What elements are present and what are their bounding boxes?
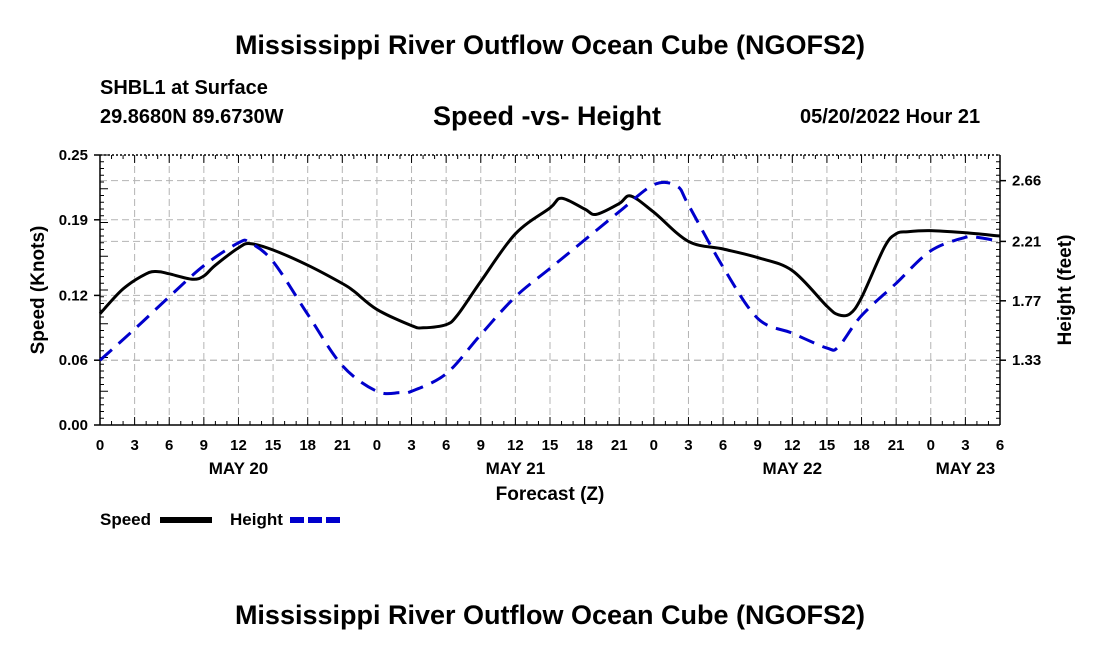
x-axis-title: Forecast (Z)	[496, 484, 605, 505]
legend-speed-label: Speed	[100, 510, 151, 529]
x-day-label: MAY 20	[209, 459, 269, 478]
x-tick-label: 3	[130, 437, 138, 454]
x-tick-label: 6	[165, 437, 173, 454]
x-tick-label: 12	[784, 437, 801, 454]
y2-tick-label: 2.21	[1012, 233, 1041, 250]
x-day-label: MAY 21	[486, 459, 546, 478]
x-day-label: MAY 22	[763, 459, 823, 478]
x-tick-label: 9	[477, 437, 485, 454]
speed-series-line	[98, 194, 1001, 330]
y2-axis-title: Height (feet)	[1055, 235, 1076, 346]
x-tick-label: 3	[961, 437, 969, 454]
x-tick-label: 15	[542, 437, 559, 454]
y-axis-title: Speed (Knots)	[28, 226, 49, 355]
x-tick-label: 12	[230, 437, 247, 454]
y2-tick-label: 1.33	[1012, 352, 1041, 369]
x-tick-label: 18	[853, 437, 870, 454]
legend-height-label: Height	[230, 510, 283, 529]
y-tick-label: 0.12	[59, 287, 88, 304]
x-tick-label: 0	[373, 437, 381, 454]
x-tick-label: 21	[611, 437, 628, 454]
x-tick-label: 0	[96, 437, 104, 454]
x-tick-label: 9	[200, 437, 208, 454]
x-tick-label: 12	[507, 437, 524, 454]
x-tick-label: 9	[754, 437, 762, 454]
forecast-datetime: 05/20/2022 Hour 21	[800, 106, 981, 128]
x-tick-label: 3	[407, 437, 415, 454]
station-label: SHBL1 at Surface	[100, 77, 268, 99]
x-tick-label: 15	[265, 437, 282, 454]
station-coordinates: 29.8680N 89.6730W	[100, 106, 284, 128]
y-tick-label: 0.06	[59, 352, 88, 369]
x-tick-label: 21	[334, 437, 351, 454]
x-tick-label: 6	[442, 437, 450, 454]
x-tick-label: 3	[684, 437, 692, 454]
x-tick-label: 6	[996, 437, 1004, 454]
x-tick-label: 15	[819, 437, 836, 454]
x-tick-label: 18	[299, 437, 316, 454]
height-series-line	[98, 180, 1001, 396]
y-tick-label: 0.25	[59, 147, 88, 164]
y-tick-label: 0.00	[59, 417, 88, 434]
chart-subtitle: Speed -vs- Height	[433, 101, 662, 131]
x-tick-label: 6	[719, 437, 727, 454]
chart-main-title: Mississippi River Outflow Ocean Cube (NG…	[234, 30, 866, 60]
x-tick-label: 21	[888, 437, 905, 454]
x-day-label: MAY 23	[936, 459, 996, 478]
y-tick-label: 0.19	[59, 212, 88, 229]
y2-tick-label: 2.66	[1012, 173, 1041, 190]
x-tick-label: 18	[576, 437, 593, 454]
x-tick-label: 0	[650, 437, 658, 454]
y2-tick-label: 1.77	[1012, 293, 1041, 310]
footer-title: Mississippi River Outflow Ocean Cube (NG…	[234, 600, 866, 630]
x-tick-label: 0	[927, 437, 935, 454]
